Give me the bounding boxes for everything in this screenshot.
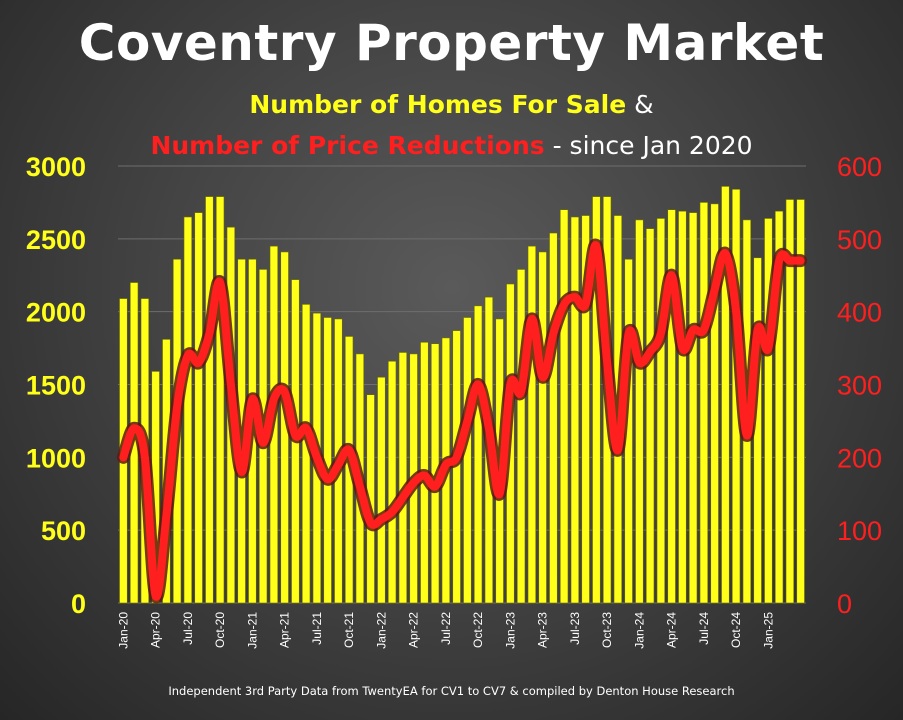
x-axis-tick-label: Oct-20 <box>213 612 227 648</box>
subtitle-price-reductions: Number of Price Reductions <box>150 131 545 160</box>
x-axis-tick-label: Oct-21 <box>342 612 356 648</box>
bar-homes-for-sale <box>764 218 773 604</box>
bar-homes-for-sale <box>516 269 526 604</box>
bar-homes-for-sale <box>699 202 709 604</box>
right-axis-tick-label: 200 <box>837 443 882 473</box>
right-axis-tick-label: 400 <box>837 298 882 328</box>
bar-homes-for-sale <box>774 210 784 604</box>
bar-homes-for-sale <box>183 216 193 604</box>
bar-homes-for-sale <box>688 212 698 604</box>
bar-homes-for-sale <box>645 228 655 604</box>
left-axis-tick-label: 2000 <box>26 298 86 328</box>
right-axis-tick-label: 600 <box>837 152 882 182</box>
x-axis-tick-label: Oct-23 <box>600 612 614 648</box>
x-axis-tick-label: Jul-21 <box>310 612 324 645</box>
bar-homes-for-sale <box>667 209 676 604</box>
x-axis-tick-label: Jan-23 <box>503 612 517 649</box>
left-axis-tick-label: 1500 <box>26 371 86 401</box>
x-axis-tick-label: Apr-23 <box>536 612 550 648</box>
x-axis-tick-label: Jan-21 <box>245 612 259 649</box>
x-axis-tick-label: Jul-22 <box>439 612 453 645</box>
bar-homes-for-sale <box>387 360 397 604</box>
bar-homes-for-sale <box>205 196 214 604</box>
x-axis-tick-label: Jan-25 <box>761 612 775 649</box>
source-footnote: Independent 3rd Party Data from TwentyEA… <box>168 684 735 698</box>
bar-homes-for-sale <box>592 196 601 604</box>
bar-homes-for-sale <box>710 203 719 604</box>
subtitle-homes-for-sale: Number of Homes For Sale <box>249 90 627 119</box>
bar-homes-for-sale <box>559 209 569 604</box>
subtitle-since: - since Jan 2020 <box>544 131 753 160</box>
x-axis-tick-label: Jan-20 <box>116 612 130 649</box>
bar-homes-for-sale <box>785 199 795 604</box>
subtitle-ampersand: & <box>626 90 654 119</box>
left-axis-tick-label: 500 <box>41 516 86 546</box>
bar-homes-for-sale <box>549 232 558 604</box>
bar-homes-for-sale <box>570 216 580 604</box>
bar-homes-for-sale <box>377 376 386 604</box>
subtitle-line-2: Number of Price Reductions - since Jan 2… <box>0 131 903 160</box>
left-axis-tick-label: 2500 <box>26 225 86 255</box>
bar-homes-for-sale <box>398 352 408 604</box>
x-axis-tick-label: Jul-20 <box>181 612 195 645</box>
right-axis-tick-label: 0 <box>837 589 852 619</box>
right-axis-tick-label: 300 <box>837 371 882 401</box>
bar-homes-for-sale <box>581 215 590 604</box>
bar-homes-for-sale <box>635 219 644 604</box>
bar-homes-for-sale <box>538 251 547 604</box>
left-axis-tick-label: 1000 <box>26 443 86 473</box>
x-axis-tick-label: Apr-21 <box>278 612 292 648</box>
bar-homes-for-sale <box>527 245 537 604</box>
x-axis-tick-label: Apr-22 <box>407 612 421 648</box>
bar-homes-for-sale <box>678 210 687 604</box>
subtitle-line-1: Number of Homes For Sale & <box>0 90 903 119</box>
x-axis-tick-label: Apr-20 <box>149 612 163 648</box>
x-axis-tick-label: Jan-22 <box>374 612 388 649</box>
page-title: Coventry Property Market <box>78 14 825 72</box>
x-axis-tick-label: Oct-24 <box>729 612 743 648</box>
x-axis-tick-label: Apr-24 <box>665 612 679 648</box>
bar-homes-for-sale <box>473 305 483 604</box>
left-axis-tick-label: 0 <box>71 589 86 619</box>
bar-homes-for-sale <box>463 317 472 604</box>
bar-homes-for-sale <box>796 199 805 604</box>
left-axis-tick-label: 3000 <box>26 152 86 182</box>
bar-homes-for-sale <box>215 196 225 604</box>
bar-homes-for-sale <box>656 218 666 604</box>
x-axis-tick-label: Jul-23 <box>568 612 582 645</box>
x-axis-tick-label: Jul-24 <box>697 612 711 645</box>
x-axis-tick-label: Oct-22 <box>471 612 485 648</box>
right-axis-tick-label: 500 <box>837 225 882 255</box>
right-axis-tick-label: 100 <box>837 516 882 546</box>
x-axis-tick-label: Jan-24 <box>632 612 646 649</box>
bar-homes-for-sale <box>721 186 730 604</box>
price-reductions-line <box>119 241 805 601</box>
bar-homes-for-sale <box>194 212 203 604</box>
